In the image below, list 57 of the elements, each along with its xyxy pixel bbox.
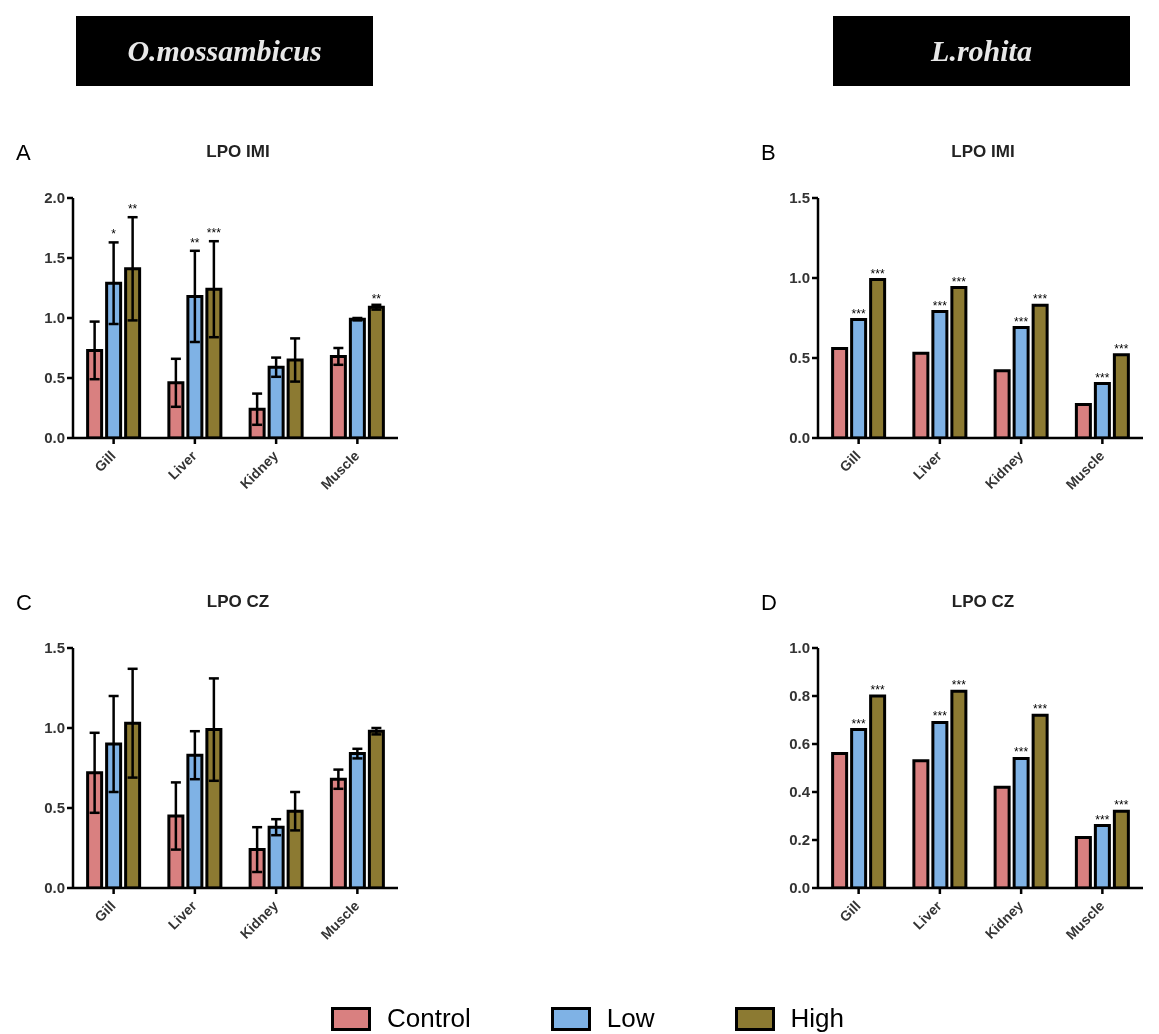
legend-label: Control (386, 1003, 471, 1034)
y-tick-label: 0.6 (789, 735, 810, 753)
data-label: *** (1033, 702, 1048, 717)
text: O.mossambicus (76, 16, 373, 86)
data-label: *** (1014, 314, 1029, 329)
x-tick-label: Gill (836, 897, 864, 925)
y-tick-label: 0.0 (789, 429, 810, 447)
y-tick-label: 0.5 (44, 799, 65, 817)
data-label: *** (1095, 812, 1110, 827)
annotation: * (111, 227, 117, 242)
data-label: *** (1014, 745, 1029, 760)
chart-title: LPO CZ (205, 592, 271, 612)
annotation: ** (127, 202, 138, 217)
data-label: *** (851, 306, 866, 321)
y-tick-label: 0.0 (44, 429, 65, 447)
annotation: *** (206, 226, 222, 241)
annotation: ** (190, 235, 200, 250)
y-tick-label: 0.5 (44, 369, 65, 387)
y-tick-label: 1.5 (44, 639, 65, 657)
y-tick-label: 1.0 (789, 269, 810, 287)
y-tick-label: 0.4 (789, 783, 811, 801)
data-label: ** (371, 291, 382, 306)
text: D (761, 590, 777, 616)
data-label: *** (851, 716, 866, 731)
y-tick-label: 1.5 (44, 249, 65, 267)
data-label: *** (1095, 370, 1110, 385)
data-label: *** (951, 274, 967, 289)
text: A (16, 140, 31, 166)
data-label: *** (1033, 292, 1048, 307)
chart-title: LPO IMI (205, 142, 271, 162)
y-tick-label: 0.8 (789, 687, 810, 705)
data-label: *** (1114, 341, 1129, 356)
text: C (16, 590, 32, 616)
legend-label: High (790, 1003, 844, 1034)
legend-label: Low (606, 1003, 655, 1034)
y-tick-label: 0.0 (44, 879, 65, 897)
x-tick-label: Gill (91, 897, 119, 925)
y-tick-label: 2.0 (44, 189, 65, 207)
y-tick-label: 0.5 (789, 349, 810, 367)
data-label: *** (870, 683, 885, 697)
data-label: *** (870, 266, 885, 281)
data-label: *** (932, 709, 948, 724)
text: B (761, 140, 776, 166)
y-tick-label: 1.0 (44, 309, 65, 327)
y-tick-label: 0.0 (789, 879, 810, 897)
chart-title: LPO IMI (950, 142, 1016, 162)
x-tick-label: Gill (91, 447, 119, 475)
x-tick-label: Gill (836, 447, 864, 475)
y-tick-label: 1.0 (789, 639, 810, 657)
y-tick-label: 1.0 (44, 719, 65, 737)
data-label: *** (951, 678, 967, 693)
y-tick-label: 1.5 (789, 189, 810, 207)
chart-title: LPO CZ (950, 592, 1016, 612)
y-tick-label: 0.2 (789, 831, 810, 849)
text: L.rohita (833, 16, 1130, 86)
data-label: *** (1114, 798, 1129, 813)
data-label: *** (932, 298, 948, 313)
